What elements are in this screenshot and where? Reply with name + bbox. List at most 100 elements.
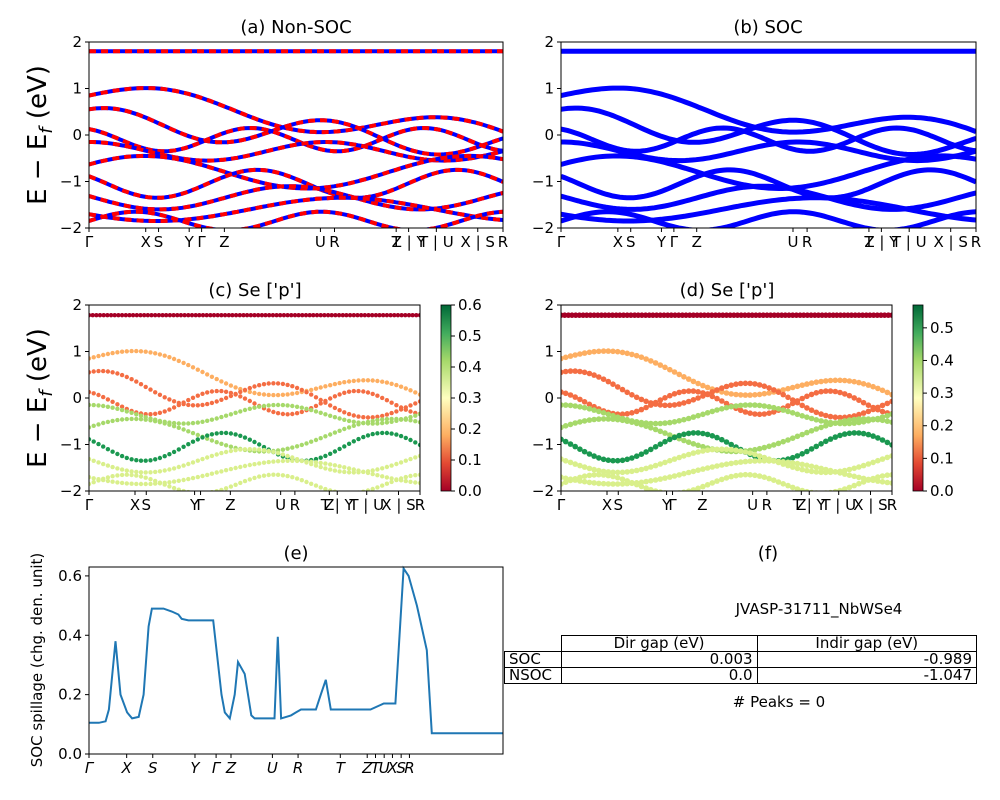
x-tick-label: X <box>613 233 623 251</box>
band-point <box>610 457 616 464</box>
band-point <box>336 313 342 318</box>
band-point <box>394 461 399 467</box>
band-point <box>105 419 111 425</box>
band-point <box>667 432 673 438</box>
band-point <box>591 407 597 413</box>
band-point <box>799 487 805 491</box>
band-point <box>365 419 371 425</box>
band-point <box>413 455 418 460</box>
band-point <box>242 396 248 401</box>
band-point <box>719 385 725 391</box>
band-point <box>389 381 394 386</box>
y-tick-label: 0 <box>544 389 554 407</box>
band-point <box>380 395 385 401</box>
band-point <box>723 400 730 407</box>
band-point <box>410 313 415 318</box>
band-point <box>328 462 333 467</box>
band-point <box>747 392 753 398</box>
band-point <box>157 352 163 357</box>
band-point <box>662 475 668 481</box>
band-point <box>813 443 820 450</box>
band-point <box>414 313 419 318</box>
x-tick-label: Z <box>225 759 237 777</box>
band-point <box>685 398 692 405</box>
band-point <box>105 369 111 374</box>
band-point <box>567 477 574 484</box>
band-point <box>737 402 744 409</box>
band-point <box>804 467 810 474</box>
band-point <box>747 410 753 417</box>
band-point <box>138 413 144 418</box>
band-point <box>190 395 196 400</box>
band-point <box>375 414 380 419</box>
band-point <box>591 453 597 459</box>
x-tick-label: S <box>613 496 623 514</box>
band-point <box>775 479 782 485</box>
band-point <box>328 451 333 456</box>
band-point <box>375 378 380 384</box>
band-point <box>685 488 692 491</box>
band-point <box>266 408 271 413</box>
band-point <box>346 441 352 446</box>
band-point <box>747 402 753 408</box>
band-point <box>205 372 210 377</box>
band-point <box>143 475 148 480</box>
x-tick-label: T <box>336 759 347 777</box>
band-point <box>209 432 215 437</box>
band-point <box>624 411 630 417</box>
band-point <box>342 410 347 415</box>
band-point <box>610 416 616 423</box>
band-point <box>214 376 219 382</box>
band-point <box>313 456 319 462</box>
band-point <box>309 481 314 486</box>
band-point <box>370 415 375 420</box>
band-point <box>638 451 645 458</box>
band-point <box>860 416 867 422</box>
band-point <box>215 313 220 318</box>
band-point <box>638 479 645 486</box>
band-point <box>105 313 110 318</box>
band-point <box>162 454 167 459</box>
band-point <box>633 352 640 359</box>
band-point <box>318 485 323 490</box>
band-point <box>577 404 583 410</box>
band-point <box>832 388 839 395</box>
band-point <box>879 479 886 485</box>
band-point <box>181 444 186 449</box>
band-point <box>89 313 92 318</box>
band-point <box>756 473 763 479</box>
band-point <box>124 455 129 461</box>
band-point <box>228 412 234 417</box>
band-point <box>346 379 352 384</box>
band-point <box>392 313 397 318</box>
band-point <box>657 489 663 491</box>
x-tick-label: X <box>130 496 140 514</box>
band-point <box>380 379 385 384</box>
y-tick-label: 0 <box>72 126 82 144</box>
band-point <box>827 421 834 428</box>
band-point <box>728 441 734 448</box>
band-point <box>624 478 630 484</box>
band-point <box>186 313 191 318</box>
band-point <box>714 407 720 413</box>
band-point <box>865 477 872 483</box>
x-tick-label: T | U <box>820 496 856 514</box>
panel-d-title: (d) Se ['p'] <box>680 280 775 301</box>
band-point <box>200 402 205 408</box>
band-point <box>190 403 196 408</box>
band-point <box>875 474 881 480</box>
band-point <box>323 453 328 459</box>
band-point <box>652 488 659 491</box>
band-point <box>728 460 734 467</box>
band-point <box>328 396 333 401</box>
band-point <box>96 368 101 374</box>
band-point <box>238 433 243 438</box>
band-point <box>318 460 323 466</box>
band-point <box>247 462 252 468</box>
band-point <box>130 313 136 318</box>
colorbar-ticks: 0.6 0.5 0.4 0.3 0.2 0.1 0.0 <box>451 296 482 500</box>
band-point <box>270 313 276 318</box>
band-point <box>148 412 153 417</box>
band-point <box>200 369 205 375</box>
band-point <box>299 442 304 448</box>
